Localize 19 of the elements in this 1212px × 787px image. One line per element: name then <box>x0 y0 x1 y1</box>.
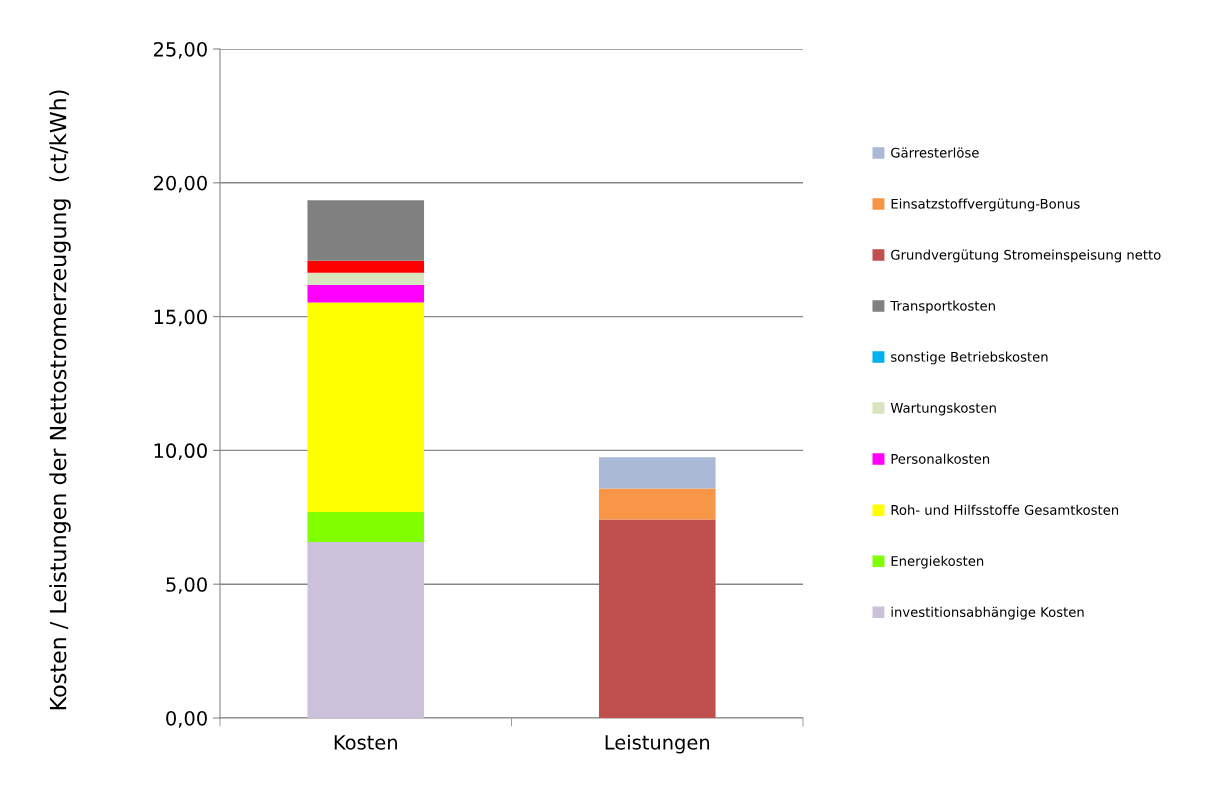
y-tick-label: 20,00 <box>153 175 207 193</box>
legend-label: Einsatzstoffvergütung-Bonus <box>891 198 1080 212</box>
legend-label: Transportkosten <box>890 300 995 314</box>
x-tick-label: Kosten <box>334 735 397 750</box>
legend-label: Wartungskosten <box>890 402 996 416</box>
legend-label: investitionsabhängige Kosten <box>891 606 1084 620</box>
legend-label: Energiekosten <box>891 555 984 569</box>
legend-label: Personalkosten <box>891 453 990 464</box>
y-tick-label: 0,00 <box>166 710 207 728</box>
legend-label: sonstige Betriebskosten <box>891 351 1048 365</box>
x-tick-label: Leistungen <box>605 734 710 754</box>
y-tick-label: 10,00 <box>154 443 207 461</box>
y-tick-label: 25,00 <box>153 41 207 59</box>
y-tick-label: 15,00 <box>154 309 207 327</box>
y-axis-title: Kosten / Leistungen der Nettostromerzeugung (ct/kWh) <box>49 90 71 710</box>
legend-label: Roh- und Hilfsstoffe Gesamtkosten <box>891 504 1119 515</box>
legend-label: Grundvergütung Stromeinspeisung netto <box>891 249 1161 263</box>
legend-label: Gärresterlöse <box>891 147 979 158</box>
y-tick-label: 5,00 <box>166 577 207 594</box>
